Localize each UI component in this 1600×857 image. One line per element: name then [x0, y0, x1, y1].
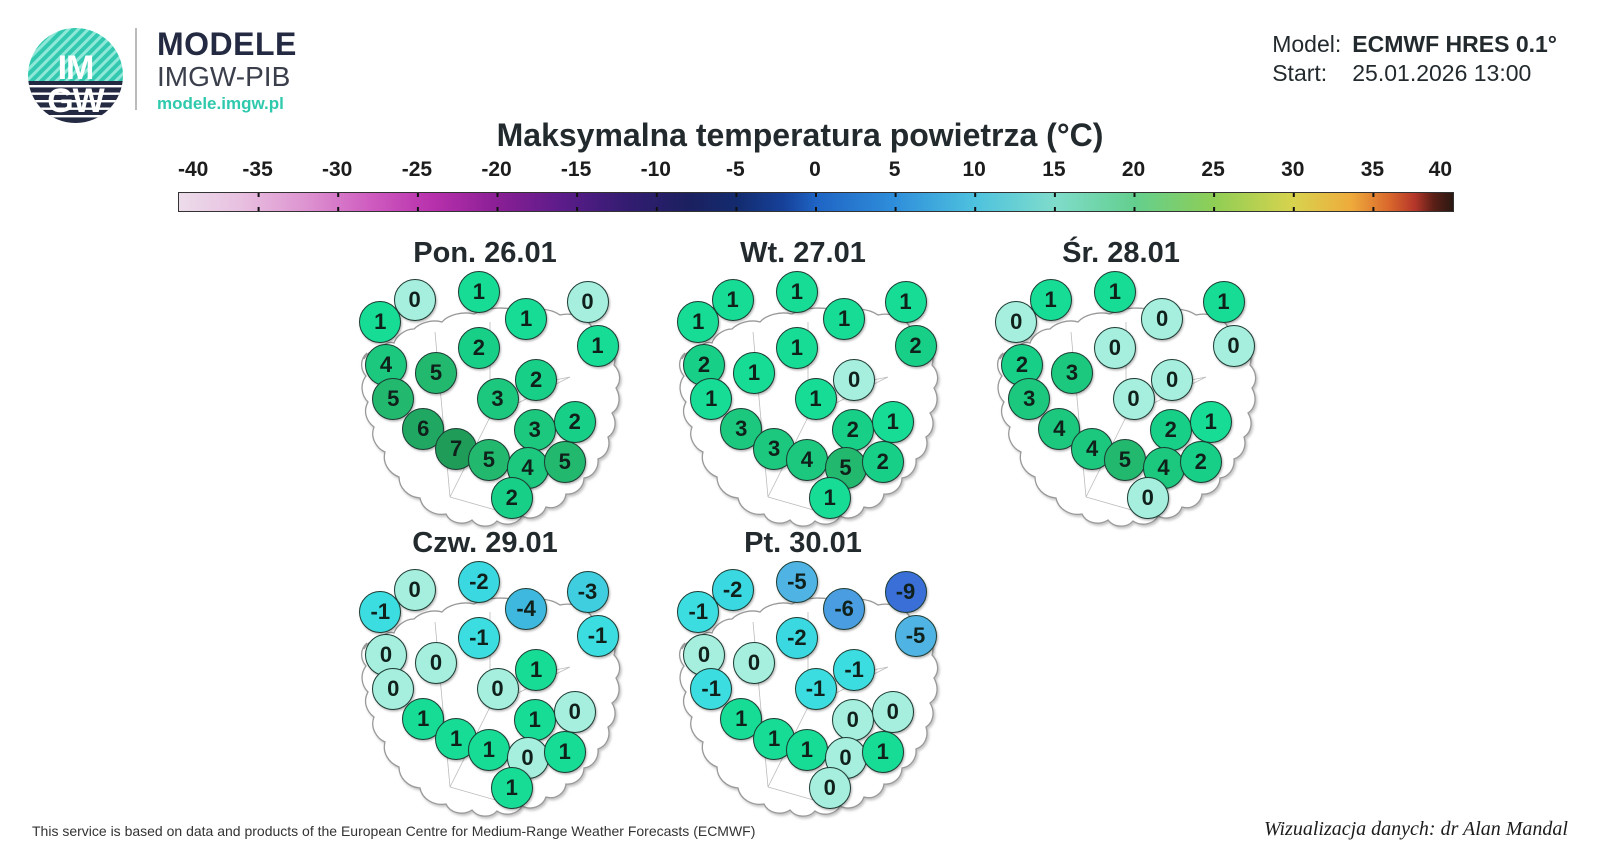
svg-text:GW: GW: [47, 82, 105, 120]
